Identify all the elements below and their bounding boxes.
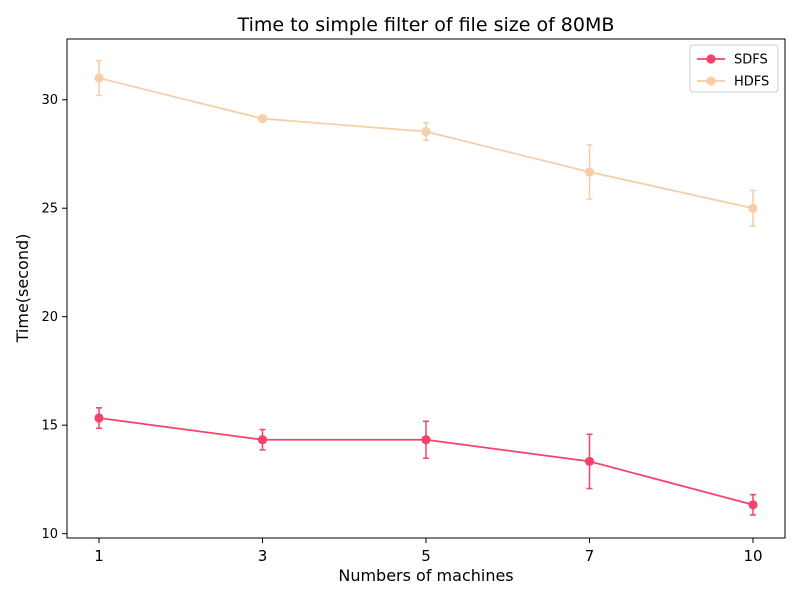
legend-label: HDFS: [734, 75, 769, 90]
x-tick-label: 10: [743, 547, 762, 565]
y-tick-label: 15: [41, 419, 58, 434]
x-tick-label: 5: [421, 547, 431, 565]
series-layer: [94, 59, 758, 516]
data-point: [257, 435, 268, 445]
data-point: [421, 127, 431, 137]
chart-title: Time to simple filter of file size of 80…: [237, 14, 615, 36]
x-tick-label: 1: [94, 547, 104, 565]
series-hdfs: [94, 59, 758, 227]
y-tick-label: 30: [41, 93, 58, 108]
series-line: [98, 77, 754, 210]
data-point: [94, 73, 104, 83]
y-tick-label: 25: [41, 202, 58, 217]
plot-frame: [66, 38, 786, 539]
data-point: [584, 167, 595, 177]
x-tick-label: 7: [585, 547, 595, 565]
data-point: [748, 500, 758, 510]
x-tick-label: 3: [258, 547, 268, 565]
y-tick-label: 20: [41, 310, 58, 325]
x-axis-label: Numbers of machines: [338, 566, 513, 585]
data-point: [748, 203, 758, 213]
x-axis: 1 3 5 7 10: [94, 538, 763, 565]
y-tick-label: 10: [41, 527, 58, 542]
legend-marker: [706, 76, 716, 86]
data-point: [94, 413, 104, 423]
data-point: [257, 114, 268, 124]
legend-label: SDFS: [734, 53, 768, 68]
legend: SDFS HDFS: [689, 44, 779, 93]
y-axis-label: Time(second): [13, 234, 32, 344]
y-axis: 10 15 20 25 30: [41, 93, 67, 542]
legend-marker: [706, 54, 716, 64]
data-point: [584, 456, 595, 467]
data-point: [421, 435, 431, 445]
series-sdfs: [94, 407, 758, 516]
